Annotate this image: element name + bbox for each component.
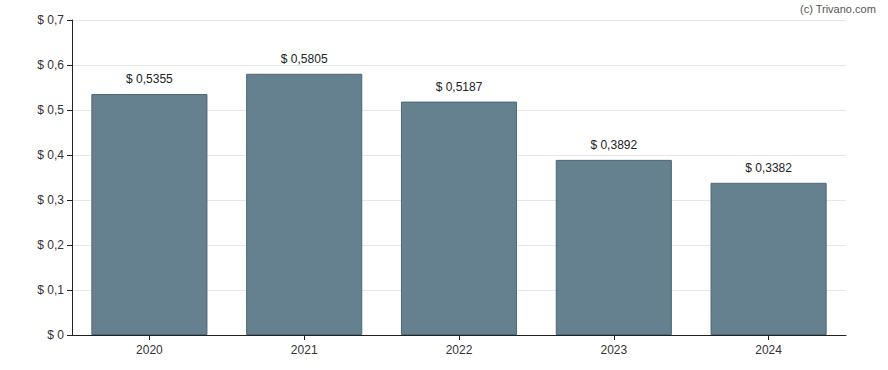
svg-text:$ 0,3382: $ 0,3382 <box>745 161 792 175</box>
svg-text:$ 0,6: $ 0,6 <box>37 58 64 72</box>
svg-text:$ 0: $ 0 <box>47 328 64 342</box>
svg-text:$ 0,1: $ 0,1 <box>37 283 64 297</box>
svg-text:$ 0,2: $ 0,2 <box>37 238 64 252</box>
svg-text:2022: 2022 <box>446 343 473 357</box>
svg-text:2023: 2023 <box>600 343 627 357</box>
svg-text:2020: 2020 <box>136 343 163 357</box>
svg-text:2021: 2021 <box>291 343 318 357</box>
svg-text:$ 0,4: $ 0,4 <box>37 148 64 162</box>
svg-text:2024: 2024 <box>755 343 782 357</box>
svg-text:$ 0,7: $ 0,7 <box>37 13 64 27</box>
svg-text:$ 0,3892: $ 0,3892 <box>590 138 637 152</box>
svg-text:$ 0,5355: $ 0,5355 <box>126 72 173 86</box>
svg-text:$ 0,3: $ 0,3 <box>37 193 64 207</box>
svg-text:$ 0,5: $ 0,5 <box>37 103 64 117</box>
svg-text:(c) Trivano.com: (c) Trivano.com <box>800 3 876 15</box>
svg-text:$ 0,5187: $ 0,5187 <box>436 80 483 94</box>
svg-text:$ 0,5805: $ 0,5805 <box>281 52 328 66</box>
